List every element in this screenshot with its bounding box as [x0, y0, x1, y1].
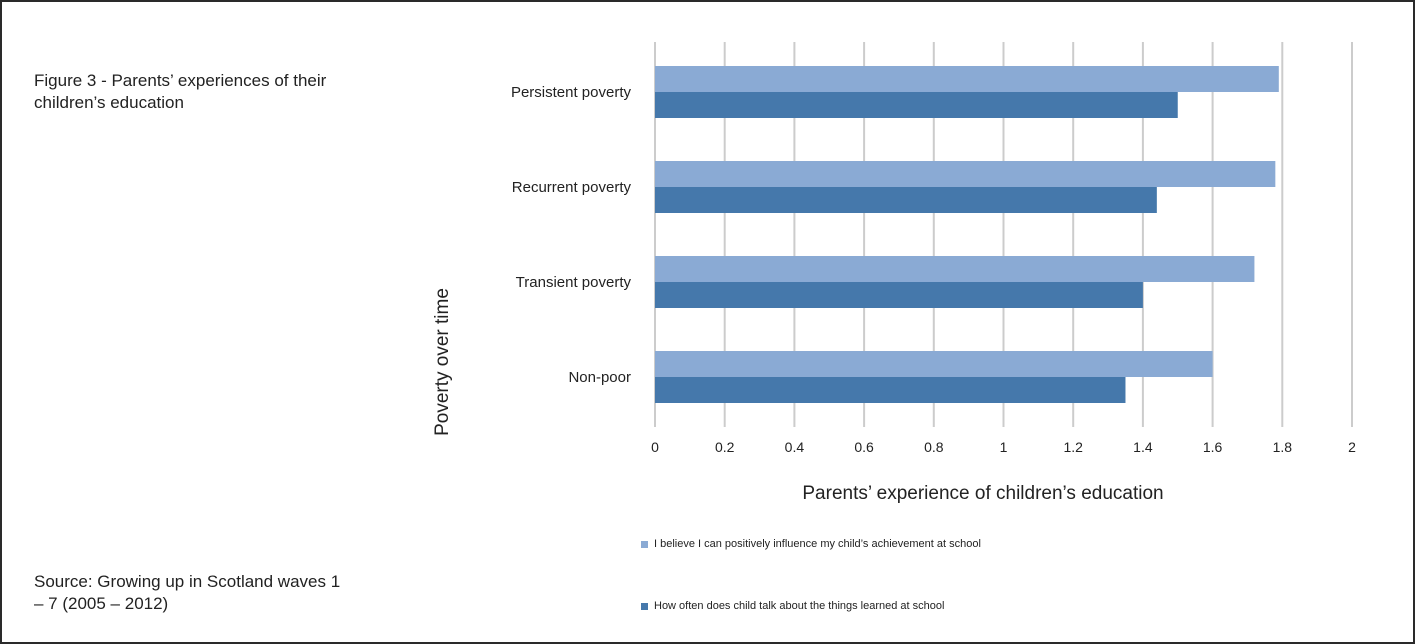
category-label: Persistent poverty — [511, 84, 632, 101]
x-tick-label: 2 — [1348, 439, 1356, 455]
x-tick-label: 1.8 — [1273, 439, 1293, 455]
bars — [655, 66, 1279, 403]
x-tick-label: 1.4 — [1133, 439, 1153, 455]
source-note: Source: Growing up in Scotland waves 1 –… — [34, 572, 341, 613]
category-label: Transient poverty — [516, 274, 632, 291]
x-tick-label: 0.6 — [854, 439, 874, 455]
category-label: Non-poor — [568, 369, 631, 386]
legend-item-series-2: How often does child talk about the thin… — [641, 600, 944, 612]
x-tick-label: 0.8 — [924, 439, 944, 455]
x-tick-labels: 0 0.2 0.4 0.6 0.8 1 1.2 1.4 1.6 1.8 2 — [651, 439, 1356, 455]
bar-influence — [655, 351, 1213, 377]
bar-influence — [655, 66, 1279, 92]
x-tick-label: 0 — [651, 439, 659, 455]
bar-talk — [655, 282, 1143, 308]
category-labels: Persistent poverty Recurrent poverty Trans… — [511, 84, 632, 386]
y-axis-label: Poverty over time — [432, 288, 453, 436]
x-tick-label: 1.6 — [1203, 439, 1223, 455]
legend-label-series-2: How often does child talk about the thin… — [654, 600, 945, 612]
legend-swatch-light — [641, 540, 648, 548]
x-tick-label: 0.2 — [715, 439, 735, 455]
x-tick-label: 1.2 — [1063, 439, 1083, 455]
bar-talk — [655, 92, 1178, 118]
x-tick-label: 1 — [1000, 439, 1008, 455]
bar-talk — [655, 187, 1157, 213]
x-axis-label: Parents’ experience of children’s educat… — [802, 483, 1163, 504]
legend-item-series-1: I believe I can positively influence my … — [641, 538, 981, 550]
legend-label-series-1: I believe I can positively influence my … — [654, 538, 981, 550]
x-tick-label: 0.4 — [785, 439, 805, 455]
category-label: Recurrent poverty — [512, 179, 632, 196]
legend-swatch-dark — [641, 602, 648, 610]
bar-influence — [655, 256, 1255, 282]
bar-talk — [655, 377, 1126, 403]
figure-title: Figure 3 - Parents’ experiences of their… — [34, 71, 327, 112]
bar-influence — [655, 161, 1276, 187]
